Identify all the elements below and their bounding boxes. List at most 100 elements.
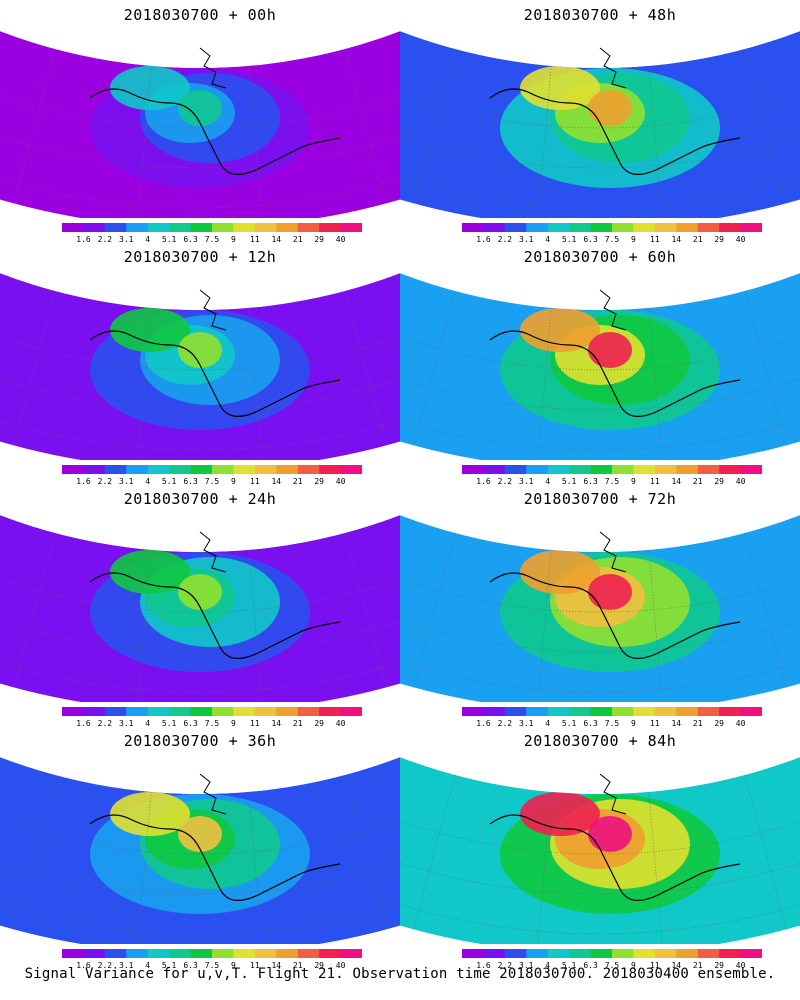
colorbar-swatch: [169, 465, 192, 474]
colorbar-swatch: [83, 223, 106, 232]
colorbar-swatch: [169, 223, 192, 232]
colorbar-label: 29: [314, 961, 324, 969]
colorbar-label: 11: [250, 961, 260, 969]
colorbar-label: 40: [736, 477, 746, 485]
colorbar-swatch: [526, 707, 549, 716]
colorbar-label: 5.1: [162, 719, 177, 727]
colorbar-swatch: [483, 465, 506, 474]
colorbar-swatch: [297, 223, 320, 232]
colorbar-label: 6.3: [583, 719, 598, 727]
colorbar-label: 1.6: [476, 961, 491, 969]
colorbar-swatch: [169, 707, 192, 716]
panel-title: 2018030700 + 00h: [123, 6, 277, 24]
colorbar-label: 5.1: [562, 235, 577, 243]
colorbar-label: 9: [231, 477, 236, 485]
colorbar-swatch: [340, 707, 362, 716]
colorbar-label: 9: [231, 719, 236, 727]
colorbar-label: 1.6: [76, 235, 91, 243]
colorbar-swatch: [654, 707, 677, 716]
colorbar-swatch: [254, 465, 277, 474]
panel-title: 2018030700 + 60h: [523, 248, 677, 266]
colorbar-label: 29: [714, 477, 724, 485]
colorbar-swatch: [462, 707, 484, 716]
colorbar-swatch: [254, 223, 277, 232]
colorbar-label: 4: [145, 477, 150, 485]
colorbar-swatch: [212, 707, 234, 716]
colorbar-label: 29: [314, 477, 324, 485]
colorbar-label: 4: [145, 235, 150, 243]
colorbar-label: 6.3: [583, 477, 598, 485]
colorbar-swatch: [147, 223, 170, 232]
colorbar-swatch: [719, 707, 742, 716]
colorbar-label: 1.6: [76, 961, 91, 969]
colorbar-label: 9: [231, 961, 236, 969]
colorbar-swatch: [654, 223, 677, 232]
colorbar-swatch: [612, 949, 634, 958]
colorbar-label: 6.3: [583, 235, 598, 243]
colorbar-label: 2.2: [98, 477, 113, 485]
colorbar-swatch: [147, 465, 170, 474]
panel-grid: 2018030700 + 00h 1.6 2.2 3.1 4 5.1 6.3 7.5 9 11 14…: [0, 6, 800, 969]
panel-title: 2018030700 + 72h: [523, 490, 677, 508]
colorbar-swatch: [633, 465, 656, 474]
colorbar-label: 2.2: [498, 719, 513, 727]
colorbar-swatch: [676, 949, 699, 958]
colorbar-swatch: [297, 465, 320, 474]
colorbar-swatch: [612, 707, 634, 716]
colorbar-label: 7.5: [605, 719, 620, 727]
colorbar-swatch: [190, 707, 213, 716]
colorbar-swatch: [147, 949, 170, 958]
colorbar-label: 3.1: [119, 961, 134, 969]
colorbar-label: 6.3: [183, 961, 198, 969]
colorbar-label: 40: [336, 961, 346, 969]
colorbar-label: 40: [736, 719, 746, 727]
colorbar-swatch: [276, 707, 299, 716]
panel-title: 2018030700 + 48h: [523, 6, 677, 24]
colorbar-swatch: [104, 465, 127, 474]
colorbar-label: 29: [714, 961, 724, 969]
colorbar-label: 21: [293, 477, 303, 485]
panel-title: 2018030700 + 84h: [523, 732, 677, 750]
colorbar-label: 14: [271, 477, 281, 485]
colorbar: 1.6 2.2 3.1 4 5.1 6.3 7.5 9 11 14 21 29 40: [462, 223, 762, 243]
colorbar-swatch: [319, 465, 342, 474]
variance-map: [0, 270, 400, 460]
colorbar-swatch: [254, 949, 277, 958]
colorbar-label: 21: [693, 477, 703, 485]
colorbar: 1.6 2.2 3.1 4 5.1 6.3 7.5 9 11 14 21 29 40: [62, 223, 362, 243]
colorbar-swatch: [83, 465, 106, 474]
colorbar-label: 5.1: [162, 961, 177, 969]
colorbar-swatch: [590, 465, 613, 474]
colorbar-swatch: [126, 707, 149, 716]
variance-map: [400, 754, 800, 944]
colorbar-swatch: [62, 707, 84, 716]
colorbar-label: 4: [145, 719, 150, 727]
colorbar-label: 11: [250, 719, 260, 727]
colorbar-swatch: [126, 465, 149, 474]
colorbar-swatch: [276, 223, 299, 232]
colorbar-swatch: [483, 223, 506, 232]
map-panel: 2018030700 + 84h 1.6 2.2 3.1 4 5.1 6.3 7.5 9 11 14…: [400, 726, 800, 969]
colorbar-swatch: [526, 223, 549, 232]
colorbar-swatch: [212, 949, 234, 958]
colorbar-swatch: [504, 707, 527, 716]
colorbar-swatch: [654, 949, 677, 958]
map-panel: 2018030700 + 12h 1.6 2.2 3.1 4 5.1 6.3 7.5 9 11 14…: [0, 242, 400, 485]
colorbar-label: 21: [693, 235, 703, 243]
colorbar-label: 40: [336, 719, 346, 727]
colorbar-swatch: [83, 707, 106, 716]
colorbar-label: 7.5: [605, 961, 620, 969]
colorbar-label: 9: [631, 477, 636, 485]
colorbar-swatch: [612, 465, 634, 474]
colorbar-swatch: [569, 707, 592, 716]
colorbar-swatch: [462, 223, 484, 232]
colorbar-label: 40: [336, 235, 346, 243]
colorbar-swatch: [547, 949, 570, 958]
colorbar-swatch: [319, 223, 342, 232]
colorbar-swatch: [590, 949, 613, 958]
colorbar-swatch: [612, 223, 634, 232]
colorbar-label: 5.1: [562, 961, 577, 969]
colorbar-swatch: [569, 465, 592, 474]
colorbar-swatch: [169, 949, 192, 958]
colorbar-swatch: [526, 949, 549, 958]
